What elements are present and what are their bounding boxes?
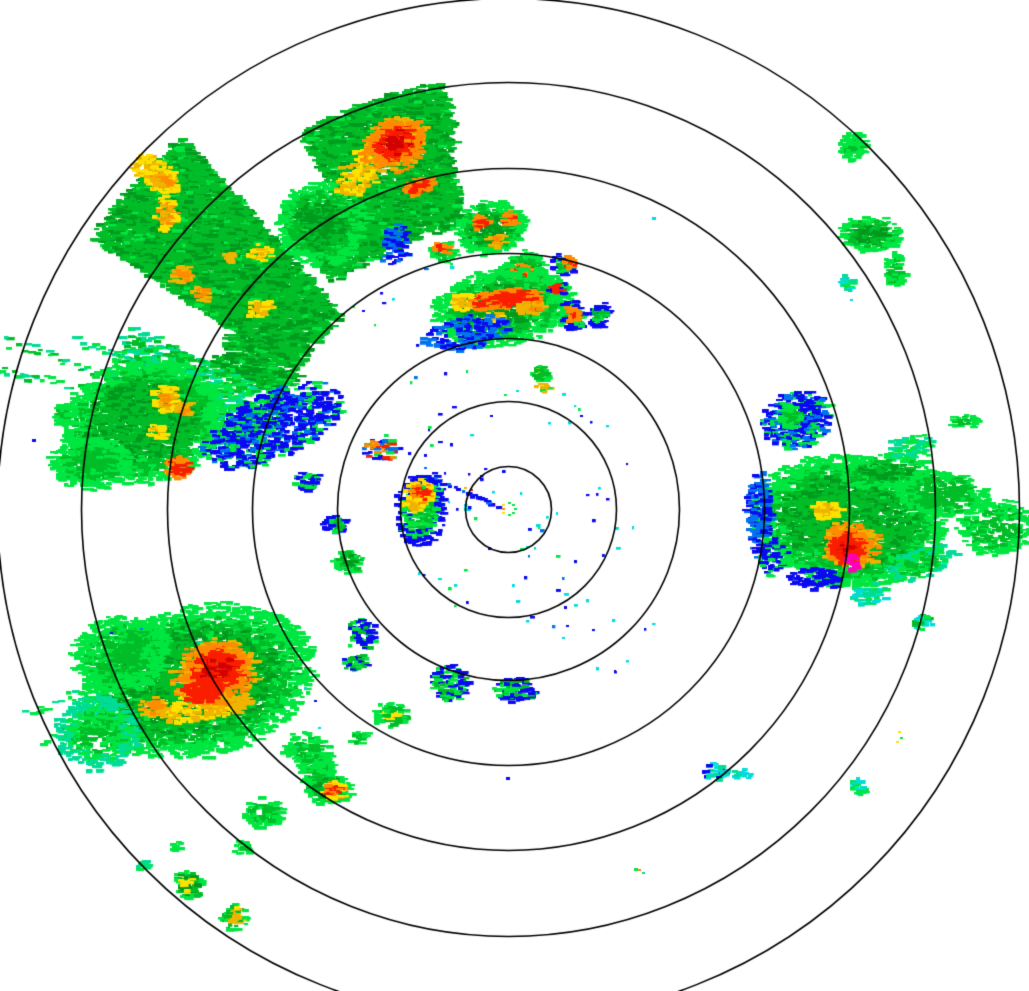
radar-display <box>0 0 1029 991</box>
radar-canvas <box>0 0 1029 991</box>
